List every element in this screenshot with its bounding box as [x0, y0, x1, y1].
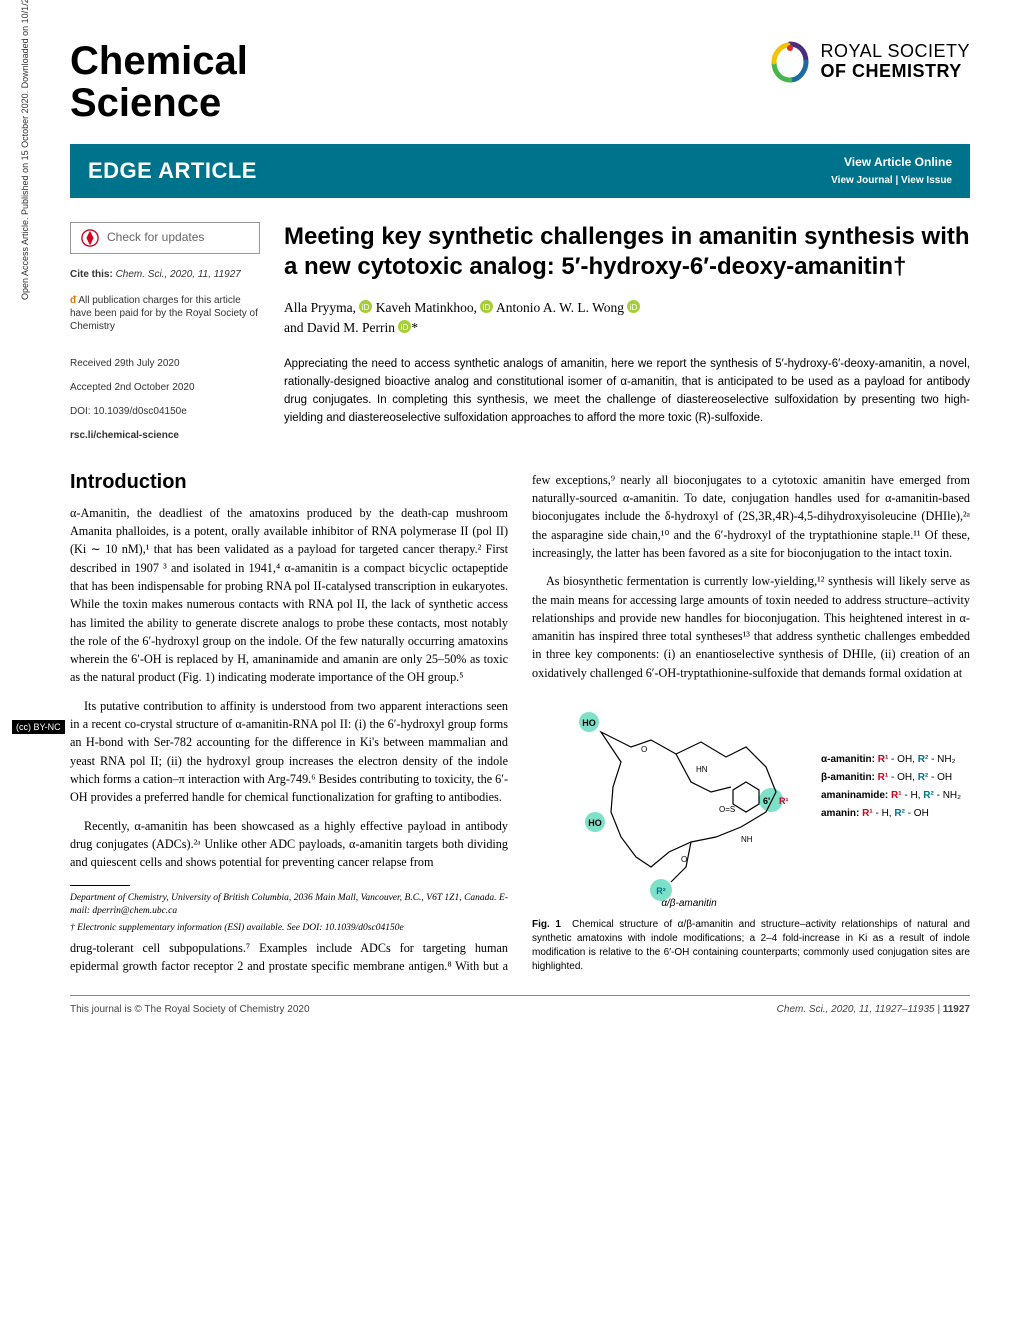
view-journal-link[interactable]: View Journal | View Issue	[831, 175, 952, 186]
page-root: Open Access Article. Published on 15 Oct…	[0, 0, 1020, 1045]
oa-note: ᵭ All publication charges for this artic…	[70, 294, 260, 333]
footnotes: Department of Chemistry, University of B…	[70, 892, 508, 934]
orcid-icon: iD	[480, 300, 493, 313]
journal-title: Chemical Science	[70, 40, 248, 124]
amanitin-structure-icon: HO HO 6' R¹ R² HN O=S O	[532, 692, 970, 912]
svg-text:HO: HO	[588, 818, 602, 828]
figure-1-structure: HO HO 6' R¹ R² HN O=S O	[532, 692, 970, 912]
orcid-icon: iD	[359, 300, 372, 313]
svg-text:HN: HN	[696, 765, 708, 774]
header: Chemical Science ROYAL SOCIETY OF CHEMIS…	[70, 40, 970, 124]
dept-footnote: Department of Chemistry, University of B…	[70, 892, 508, 918]
svg-text:iD: iD	[630, 303, 638, 312]
publisher-logo: ROYAL SOCIETY OF CHEMISTRY	[768, 40, 970, 84]
view-article-link[interactable]: View Article Online	[844, 155, 952, 169]
svg-text:R²: R²	[656, 886, 666, 896]
svg-text:O: O	[681, 855, 687, 864]
article-title: Meeting key synthetic challenges in aman…	[284, 222, 970, 282]
svg-text:HO: HO	[582, 718, 596, 728]
crossmark-icon	[81, 229, 99, 247]
edge-links: View Article Online View Journal | View …	[831, 154, 952, 188]
cite-this: Cite this: Chem. Sci., 2020, 11, 11927	[70, 268, 260, 282]
cc-badge: (cc) BY-NC	[12, 720, 65, 734]
intro-heading: Introduction	[70, 471, 508, 494]
intro-p2: Its putative contribution to affinity is…	[70, 697, 508, 807]
publisher-name: ROYAL SOCIETY OF CHEMISTRY	[820, 42, 970, 82]
edge-article-bar: EDGE ARTICLE View Article Online View Jo…	[70, 144, 970, 198]
svg-text:iD: iD	[401, 323, 409, 332]
accepted-date: Accepted 2nd October 2020	[70, 381, 260, 395]
open-access-side-label: Open Access Article. Published on 15 Oct…	[20, 0, 30, 300]
orcid-icon: iD	[627, 300, 640, 313]
esi-footnote: † Electronic supplementary information (…	[70, 922, 508, 935]
svg-text:NH: NH	[741, 835, 753, 844]
intro-p3: Recently, α-amanitin has been showcased …	[70, 817, 508, 872]
intro-p1: α-Amanitin, the deadliest of the amatoxi…	[70, 504, 508, 687]
left-column: Check for updates Cite this: Chem. Sci.,…	[70, 222, 260, 453]
svg-text:α-amanitin: R¹ - OH, R² - NH₂: α-amanitin: R¹ - OH, R² - NH₂	[821, 754, 956, 765]
svg-text:α/β-amanitin: α/β-amanitin	[661, 898, 717, 909]
svg-text:R¹: R¹	[779, 796, 789, 806]
doi: DOI: 10.1039/d0sc04150e	[70, 405, 260, 419]
rsc-swirl-icon	[768, 40, 812, 84]
abstract: Appreciating the need to access syntheti…	[284, 356, 970, 427]
check-updates-button[interactable]: Check for updates	[70, 222, 260, 254]
figure-1-caption: Fig. 1 Chemical structure of α/β-amaniti…	[532, 918, 970, 974]
footnote-rule	[70, 885, 130, 886]
intro-p5: As biosynthetic fermentation is currentl…	[532, 572, 970, 682]
author-list: Alla Pryyma, iD Kaveh Matinkhoo, iD Anto…	[284, 298, 970, 339]
footer-citation: Chem. Sci., 2020, 11, 11927–11935 | 1192…	[777, 1004, 970, 1015]
svg-text:O=S: O=S	[719, 805, 735, 814]
edge-label: EDGE ARTICLE	[88, 158, 257, 184]
check-updates-label: Check for updates	[107, 229, 204, 246]
open-access-icon: ᵭ	[70, 295, 76, 306]
right-column: Meeting key synthetic challenges in aman…	[284, 222, 970, 453]
content-grid: Check for updates Cite this: Chem. Sci.,…	[70, 222, 970, 453]
body-columns: Introduction α-Amanitin, the deadliest o…	[70, 471, 970, 976]
page-footer: This journal is © The Royal Society of C…	[70, 995, 970, 1015]
footer-copyright: This journal is © The Royal Society of C…	[70, 1004, 310, 1015]
svg-text:amanin: R¹ - H, R² - OH: amanin: R¹ - H, R² - OH	[821, 808, 929, 819]
svg-text:β-amanitin: R¹ - OH, R² - OH: β-amanitin: R¹ - OH, R² - OH	[821, 772, 952, 783]
rsc-short-link[interactable]: rsc.li/chemical-science	[70, 429, 260, 443]
svg-text:O: O	[641, 745, 647, 754]
svg-text:iD: iD	[362, 303, 370, 312]
received-date: Received 29th July 2020	[70, 357, 260, 371]
svg-text:iD: iD	[483, 303, 491, 312]
figure-1: HO HO 6' R¹ R² HN O=S O	[532, 692, 970, 974]
svg-text:amaninamide: R¹ - H, R² - NH₂: amaninamide: R¹ - H, R² - NH₂	[821, 790, 961, 801]
orcid-icon: iD	[398, 320, 411, 333]
